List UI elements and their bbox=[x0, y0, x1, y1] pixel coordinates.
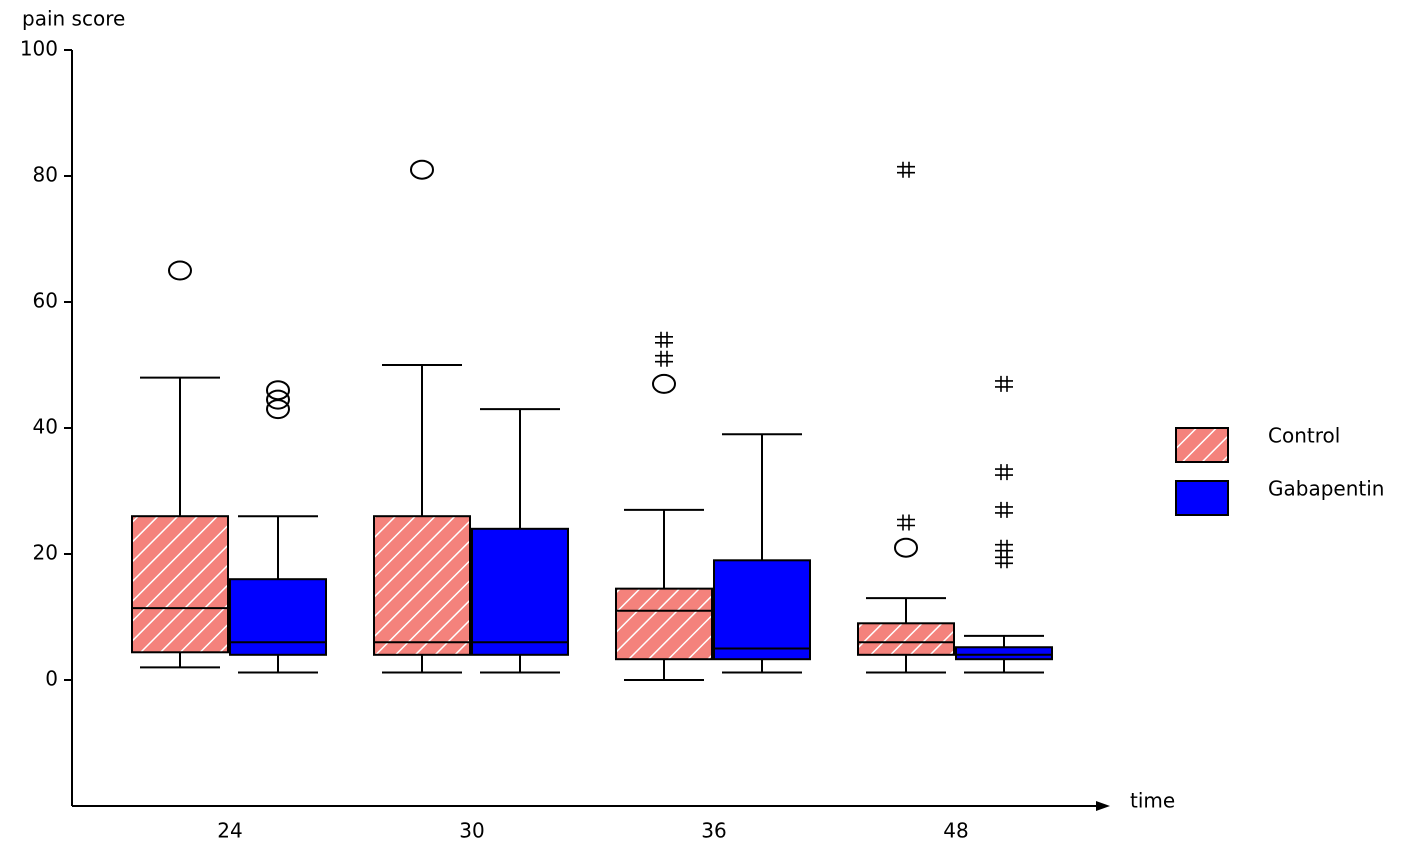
outlier bbox=[411, 161, 433, 179]
box bbox=[230, 579, 326, 655]
extreme bbox=[897, 162, 915, 178]
extreme bbox=[897, 515, 915, 531]
outlier bbox=[895, 539, 917, 557]
x-axis-label: time bbox=[1130, 789, 1175, 813]
extreme bbox=[995, 540, 1013, 556]
legend-swatch bbox=[1176, 481, 1228, 515]
y-tick-label: 80 bbox=[33, 163, 58, 187]
x-tick-label: 36 bbox=[701, 819, 726, 843]
outlier bbox=[653, 375, 675, 393]
box bbox=[132, 516, 228, 652]
legend-label: Gabapentin bbox=[1268, 477, 1384, 501]
box bbox=[616, 589, 712, 660]
box bbox=[714, 560, 810, 659]
extreme bbox=[655, 332, 673, 348]
y-tick-label: 20 bbox=[33, 541, 58, 565]
y-axis-label: pain score bbox=[22, 7, 125, 31]
extreme bbox=[995, 502, 1013, 518]
outlier bbox=[169, 262, 191, 280]
chart: pain score time 0 20 40 60 80 100 24 30 36 48 Cont… bbox=[0, 0, 1418, 850]
y-tick-label: 100 bbox=[20, 37, 58, 61]
x-tick-label: 48 bbox=[943, 819, 968, 843]
extreme bbox=[995, 552, 1013, 568]
box bbox=[956, 647, 1052, 659]
box bbox=[472, 529, 568, 655]
legend-label: Control bbox=[1268, 424, 1340, 448]
y-tick-label: 40 bbox=[33, 415, 58, 439]
y-tick-label: 60 bbox=[33, 289, 58, 313]
x-tick-label: 24 bbox=[217, 819, 242, 843]
x-tick-label: 30 bbox=[459, 819, 484, 843]
legend-swatch bbox=[1176, 428, 1228, 462]
x-axis-arrow bbox=[1096, 801, 1110, 811]
y-tick-label: 0 bbox=[45, 667, 58, 691]
extreme bbox=[995, 464, 1013, 480]
extreme bbox=[655, 351, 673, 367]
box bbox=[858, 623, 954, 655]
box bbox=[374, 516, 470, 655]
page: {"chart_data": {"type": "box", "y_label"… bbox=[0, 0, 1418, 850]
extreme bbox=[995, 376, 1013, 392]
